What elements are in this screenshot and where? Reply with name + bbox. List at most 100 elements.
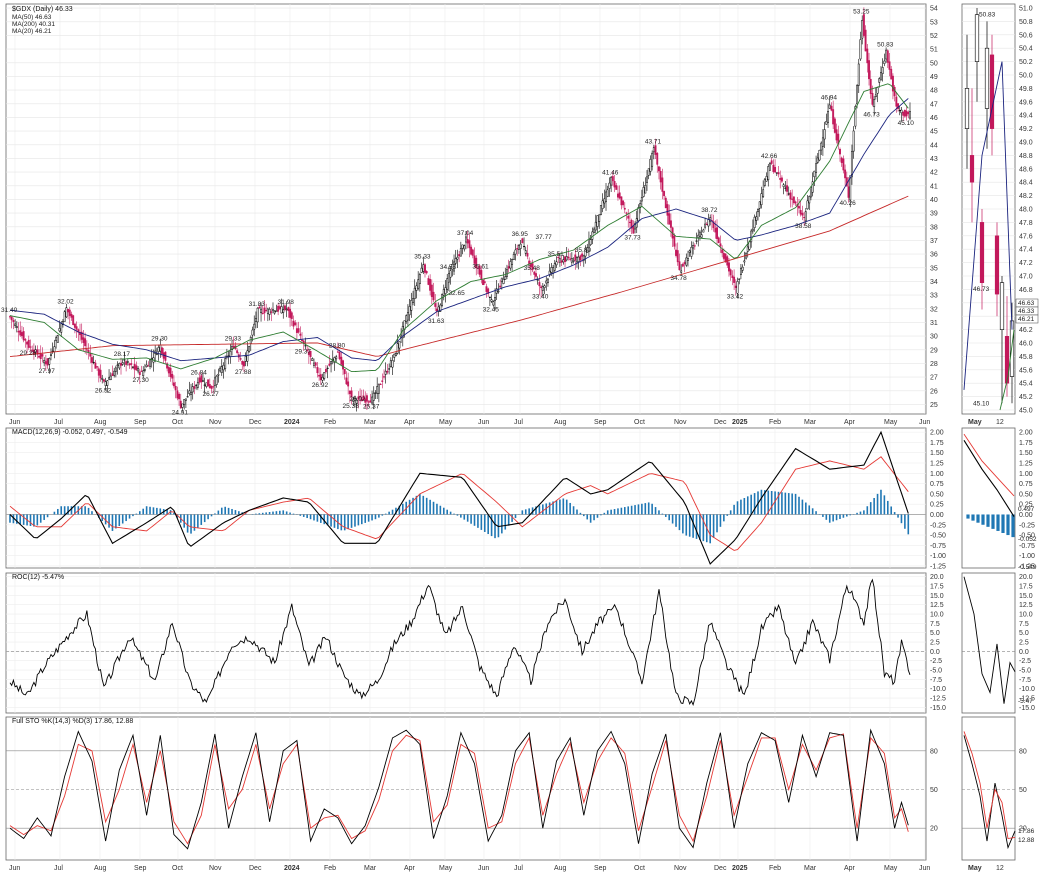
candle-body-298 [517,244,520,250]
main-ytick-6: 31 [930,320,938,327]
macd-hist-bar-480 [828,514,831,523]
macd-hist-bar-458 [791,493,793,515]
candle-body-390 [675,249,677,256]
price-label-10: 26.27 [203,391,220,398]
candle-body-306 [531,263,534,271]
candle-body-106 [190,392,192,395]
candle-body-223 [389,360,392,368]
candle-body-302 [524,250,527,254]
candle-body-401 [693,245,696,247]
candle-body-468 [808,196,811,204]
candle-body-212 [371,396,373,404]
zoom-ytick-29: 50.8 [1019,19,1033,26]
macd-hist-bar-312 [542,504,544,515]
candle-body-182 [319,374,322,381]
macd-hist-bar-384 [664,514,667,517]
main-ytick-5: 30 [930,334,938,341]
candle-body-101 [181,403,184,408]
candle-body-428 [739,268,742,276]
candle-body-92 [166,363,169,369]
macd-hist-bar-498 [859,511,862,515]
candle-body-358 [620,196,623,206]
candle-body-392 [678,261,681,271]
macd-hist-bar-380 [658,510,660,515]
macd-hist-bar-160 [282,510,285,515]
main-ytick-3: 28 [930,361,938,368]
price-label-12: 27.88 [235,369,252,376]
price-label-16: 26.92 [312,382,329,389]
macd-hist-bar-370 [641,503,643,515]
macd-ytick-6: 0.50 [930,491,944,498]
zoom-ytick-0: 45.0 [1019,408,1033,415]
macd-hist-bar-48 [91,511,93,515]
candle-body-492 [849,175,852,201]
macd-hist-bar-268 [466,514,469,522]
zoom-macd-ytick-1: 1.75 [1019,440,1033,447]
price-label-15: 29.37 [295,349,312,356]
macd-hist-bar-70 [128,514,131,519]
candle-body-469 [809,186,812,198]
candle-body-237 [413,287,416,299]
macd-hist-bar-254 [442,507,445,515]
candle-body-150 [265,310,268,312]
candle-body-272 [473,255,476,264]
candle-body-278 [483,281,486,284]
candle-body-430 [743,260,746,263]
macd-hist-bar-250 [436,503,438,515]
candle-body-22 [46,358,49,366]
candle-body-276 [480,270,483,280]
main-ytick-26: 51 [930,47,938,54]
macd-hist-bar-116 [207,514,209,520]
macd-hist-bar-68 [125,514,127,522]
candle-body-291 [506,269,508,277]
candle-body-384 [664,197,667,208]
main-ytick-7: 32 [930,306,938,313]
zoom-roc-ytick-7: 2.5 [1019,640,1029,647]
candle-body-250 [435,308,438,312]
candle-body-399 [690,246,693,257]
candle-body-449 [775,172,778,174]
candle-body-321 [557,256,560,259]
zoom-candle-body-5 [989,54,995,129]
zoom-candle-body-2 [974,14,980,62]
candle-body-407 [704,223,707,228]
macd-ytick-3: 1.25 [930,461,944,468]
candle-body-292 [507,266,510,269]
zoom-macd-ytick-9: -0.25 [1019,522,1035,529]
candle-body-484 [835,129,838,141]
candle-body-515 [888,61,891,70]
macd-hist-bar-26 [53,511,56,515]
candle-body-325 [564,256,566,262]
zoom-roc-ytick-3: 12.5 [1019,602,1033,609]
macd-hist-bar-216 [378,514,380,518]
main-xtick-9: Mar [364,419,377,426]
macd-hist-bar-76 [138,511,141,515]
macd-hist-bar-214 [374,514,377,520]
main-ytick-14: 39 [930,211,938,218]
zoom-macd-hist-7 [1001,514,1005,533]
candle-body-496 [856,85,859,105]
candle-body-49 [92,361,95,364]
candle-body-393 [680,270,683,273]
candle-body-138 [244,355,247,362]
macd-hist-bar-234 [408,499,411,515]
candle-body-526 [907,111,910,115]
candle-body-426 [736,281,739,294]
zoom-sto-badge-k: 17.86 [1018,828,1035,835]
macd-ytick-0: 2.00 [930,430,944,437]
candle-body-395 [683,262,686,264]
candle-body-419 [724,253,727,263]
macd-hist-bar-302 [524,509,527,515]
candle-body-331 [574,254,577,261]
candle-body-142 [251,329,254,336]
roc-title: ROC(12) -5.47% [12,574,64,581]
candle-body-342 [593,228,596,234]
macd-hist-bar-512 [883,495,886,515]
candle-body-283 [492,301,495,306]
candle-body-260 [453,261,455,272]
candle-body-352 [610,176,613,186]
candle-body-383 [663,191,666,197]
macd-hist-bar-504 [869,502,872,515]
main-ytick-8: 33 [930,293,938,300]
